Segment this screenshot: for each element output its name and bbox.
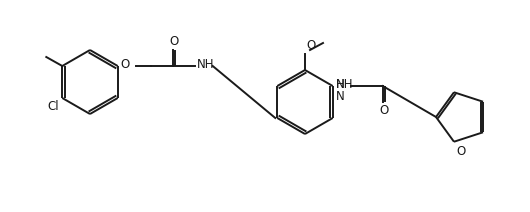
Text: N: N [335,90,344,103]
Text: O: O [306,39,315,52]
Text: O: O [121,59,130,71]
Text: NH: NH [335,78,353,92]
Text: Cl: Cl [48,100,59,113]
Text: H: H [335,78,344,91]
Text: O: O [169,35,179,48]
Text: NH: NH [197,59,214,71]
Text: O: O [379,104,388,117]
Text: O: O [456,145,465,158]
